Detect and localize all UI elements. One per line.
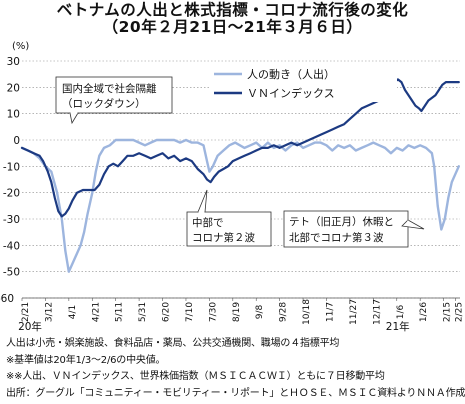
x-tick-label: 5/31 — [138, 302, 148, 322]
x-tick-label: 2/21 — [21, 302, 31, 322]
y-axis-unit: (%) — [12, 41, 30, 52]
legend: 人の動き（人出） ＶＮインデックス — [211, 62, 397, 102]
x-year-label: 20年 — [18, 320, 42, 333]
legend-label-vnindex: ＶＮインデックス — [247, 86, 335, 100]
series-line-mobility — [20, 138, 460, 273]
x-tick-label: 4/1 — [68, 305, 78, 319]
y-tick-label: -40 — [3, 240, 20, 252]
y-tick-label: 20 — [7, 82, 20, 94]
series-lines — [20, 78, 460, 273]
x-tick-label: 2/25 — [454, 302, 464, 322]
annotation-wave2-line2: コロナ第２波 — [192, 231, 255, 244]
annotation-lockdown-line1: 国内全域で社会隔離 — [62, 82, 157, 95]
footnote-3: ※※人出、ＶＮインデックス、世界株価指数（ＭＳＩＣＡＣＷＩ）ともに７日移動平均 — [6, 371, 385, 382]
legend-label-mobility: 人の動き（人出） — [247, 67, 335, 81]
footnote-2: ※基準値は20年1/3～2/6の中央値。 — [6, 354, 166, 366]
x-tick-label: 11/7 — [325, 302, 335, 322]
y-tick-label: 0 — [13, 135, 20, 147]
annotation-wave2-line1: 中部で — [192, 216, 224, 229]
annotation-wave3: テト（旧正月）休暇と 北部でコロナ第３波 — [283, 210, 425, 248]
x-tick-label: 9/28 — [279, 302, 289, 322]
x-tick-label: 10/18 — [302, 299, 312, 325]
y-tick-label: 10 — [7, 109, 20, 121]
axis-ticks: -60 -50 -40 -30 -20 -10 0 10 20 30 2/21 3/12 4/1 4/21… — [0, 56, 464, 333]
annotation-wave3-box — [283, 210, 409, 248]
x-tick-label: 4/21 — [91, 302, 101, 322]
x-tick-label: 7/10 — [185, 302, 195, 322]
y-tick-label: -10 — [3, 161, 20, 173]
x-year-label: 21年 — [386, 320, 410, 333]
footnotes: 人出は小売・娯楽施設、食料品店・薬局、公共交通機関、職場の４指標平均 ※基準値は… — [6, 336, 465, 402]
x-tick-label: 11/27 — [349, 299, 359, 325]
footnote-4: 出所：グーグル「コミュニティー・モビリティー・リポート」とＨＯＳＥ、ＭＳＩＣ資料… — [6, 387, 465, 399]
annotation-lockdown: 国内全域で社会隔離 （ロックダウン） — [55, 76, 173, 125]
annotation-wave3-line1: テト（旧正月）休暇と — [289, 216, 394, 228]
annotation-lockdown-line2: （ロックダウン） — [62, 97, 146, 110]
x-tick-label: 3/12 — [44, 302, 54, 322]
annotation-wave2-pointer — [197, 189, 208, 213]
x-tick-label: 8/19 — [232, 302, 242, 322]
x-tick-label: 6/20 — [162, 302, 172, 322]
x-tick-label: 2/15 — [443, 302, 453, 322]
y-tick-label: -30 — [3, 214, 20, 226]
x-tick-label: 1/26 — [419, 302, 429, 322]
x-tick-label: 9/8 — [255, 304, 265, 319]
annotation-lockdown-pointer — [69, 112, 79, 125]
y-tick-label: -60 — [0, 293, 14, 305]
chart-title-line2: （20年２月21日～21年３月６日） — [102, 18, 363, 36]
y-tick-label: -50 — [3, 267, 20, 279]
x-tick-label: 12/17 — [372, 299, 382, 325]
footnote-1: 人出は小売・娯楽施設、食料品店・薬局、公共交通機関、職場の４指標平均 — [6, 338, 340, 349]
y-tick-label: -20 — [3, 188, 20, 200]
y-tick-label: 30 — [7, 56, 20, 68]
annotation-lockdown-box — [55, 76, 173, 114]
x-tick-label: 1/6 — [396, 304, 406, 319]
annotation-wave2-box — [186, 211, 272, 247]
chart-title-line1: ベトナムの人出と株式指標・コロナ流行後の変化 — [56, 1, 409, 19]
x-tick-label: 7/30 — [208, 302, 218, 322]
x-tick-label: 5/11 — [115, 302, 125, 322]
annotation-wave2: 中部で コロナ第２波 — [186, 189, 272, 247]
series-line-vnindex — [20, 78, 460, 218]
legend-background — [211, 62, 397, 102]
annotation-wave3-line2: 北部でコロナ第３波 — [289, 231, 384, 244]
